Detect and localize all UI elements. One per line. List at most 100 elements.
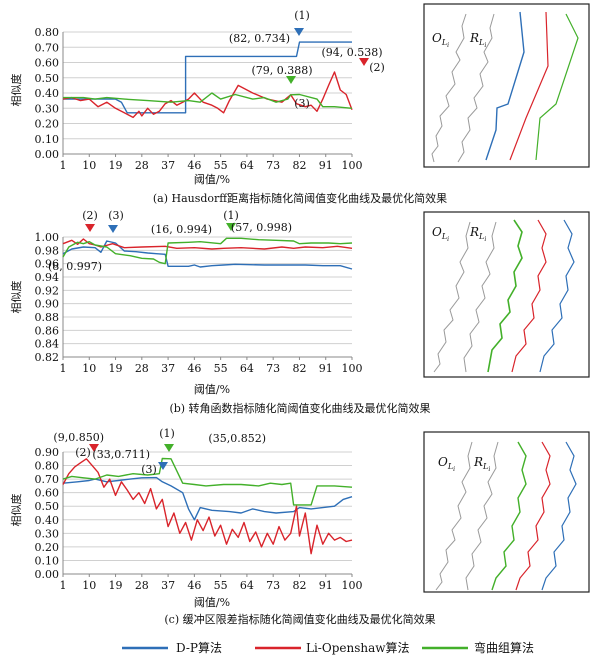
series-line-dp [62,476,353,521]
inset-a-reference-curve [457,13,495,163]
x-tick-label: 64 [240,159,254,172]
x-tick-label: 37 [161,579,175,592]
optimum-marker [164,444,174,452]
optimum-marker [158,462,168,470]
y-tick-label: 0.90 [35,298,60,311]
y-tick-label: 0.30 [35,527,60,540]
inset-c-dp-simplified [541,441,577,591]
inset-a-dp-simplified [485,11,525,161]
optimum-marker-label: (3) [141,463,157,476]
optimum-marker [294,28,304,36]
y-tick-label: 0.86 [35,324,60,337]
panel-b: 0.820.840.860.880.900.920.940.960.981.00… [9,209,590,415]
series-line-li [62,71,353,119]
optimum-point-label: (35,0.852) [208,432,266,445]
x-tick-label: 55 [214,579,228,592]
series-line-bend [63,92,353,109]
optimum-marker [226,223,236,231]
series-line-bend [62,457,353,506]
inset-b-li-simplified [511,219,547,373]
chart-b-ylabel: 相似度 [9,281,23,314]
x-tick-label: 64 [240,579,254,592]
optimum-point-label: (82, 0.734) [229,32,290,45]
inset-a-frame [423,3,590,168]
inset-c-li-simplified [515,441,551,591]
optimum-marker-label: (2) [369,61,385,74]
x-tick-label: 37 [161,159,175,172]
x-tick-label: 82 [292,362,306,375]
optimum-point-label: (79, 0.388) [251,64,312,77]
chart-a-xlabel: 阈值/% [194,172,230,186]
y-tick-label: 0.70 [35,473,60,486]
x-tick-label: 28 [135,362,149,375]
optimum-marker [108,225,118,233]
y-tick-label: 0.10 [35,554,60,567]
inset-b-original-curve [433,221,471,373]
y-tick-label: 0.60 [35,487,60,500]
optimum-marker [286,76,296,84]
y-tick-label: 0.96 [35,258,60,271]
y-tick-label: 0.00 [35,568,60,581]
x-tick-label: 64 [240,362,254,375]
x-tick-label: 73 [266,362,280,375]
x-tick-label: 28 [135,579,149,592]
optimum-marker-label: (1) [294,9,310,22]
x-tick-label: 91 [319,159,333,172]
series-line-dp [62,240,353,270]
inset-a-original-curve [431,13,467,163]
inset-b-frame [423,211,590,378]
x-tick-label: 55 [214,159,228,172]
y-tick-label: 0.82 [35,351,60,364]
inset-b-o-label: OLi [432,225,449,243]
x-tick-label: 19 [109,159,123,172]
chart-c-xlabel: 阈值/% [194,595,230,609]
legend-label-li: Li-Openshaw算法 [306,640,410,655]
y-tick-label: 0.84 [35,338,60,351]
series-line-li [62,458,353,555]
x-tick-label: 73 [266,159,280,172]
chart-a-plot: 0.00 0.10 0.20 0.30 0.40 0.50 0.60 0.70 0.80 1 10 1… [35,9,385,172]
inset-c-frame [423,431,590,593]
x-tick-label: 100 [342,579,363,592]
inset-b-bend-simplified [487,219,523,373]
y-tick-label: 0.50 [35,500,60,513]
y-tick-label: 0.88 [35,311,60,324]
optimum-point-label: (8, 0.997) [48,260,102,273]
chart-b-caption: (b) 转角函数指标随化简阈值变化曲线及最优化简效果 [169,401,430,415]
y-tick-label: 0.90 [35,446,60,459]
legend-label-bend: 弯曲组算法 [474,640,534,655]
chart-a-ylabel: 相似度 [9,74,23,107]
series-line-dp [63,41,352,114]
y-tick-label: 0.20 [35,541,60,554]
x-tick-label: 82 [292,579,306,592]
inset-b-dp-simplified [539,219,575,373]
chart-a-caption: (a) Hausdorff距离指标随化简阈值变化曲线及最优化简效果 [153,191,447,205]
y-tick-label: 0.80 [35,460,60,473]
y-tick-label: 0.92 [35,284,60,297]
optimum-point-label: (57, 0.998) [231,221,292,234]
x-tick-label: 73 [266,579,280,592]
optimum-marker [359,58,369,66]
chart-b-plot: 0.820.840.860.880.900.920.940.960.981.00… [35,209,363,375]
x-tick-label: 28 [135,159,149,172]
inset-c-r-label: RLi [473,455,490,473]
inset-a-r-label: RLi [469,31,486,49]
inset-a-li-simplified [509,11,549,161]
optimum-point-label: (9,0.850) [53,431,104,444]
y-tick-label: 0.30 [35,102,60,115]
x-tick-label: 55 [214,362,228,375]
y-tick-label: 0.94 [35,271,60,284]
inset-c-original-curve [435,441,473,591]
y-tick-label: 0.20 [35,118,60,131]
optimum-marker-label: (3) [108,209,124,222]
y-tick-label: 0.50 [35,72,60,85]
inset-c-o-label: OLi [438,455,455,473]
x-tick-label: 46 [187,579,201,592]
optimum-marker [89,444,99,452]
chart-b-xlabel: 阈值/% [194,382,230,396]
x-tick-label: 100 [342,362,363,375]
inset-a-o-label: OLi [432,31,449,49]
inset-a-bend-simplified [535,13,579,161]
inset-a: OLi RLi [423,3,590,168]
